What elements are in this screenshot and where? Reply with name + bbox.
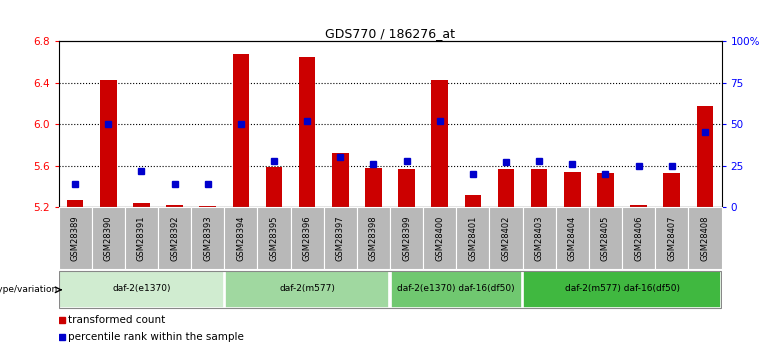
Bar [158, 207, 191, 269]
Text: GSM28389: GSM28389 [70, 215, 80, 261]
Bar [58, 207, 92, 269]
Text: percentile rank within the sample: percentile rank within the sample [69, 333, 244, 342]
Bar [59, 271, 224, 308]
Text: GSM28390: GSM28390 [104, 215, 113, 261]
Text: GSM28402: GSM28402 [502, 215, 511, 261]
Bar [100, 80, 116, 207]
Bar [597, 173, 614, 207]
Bar [555, 207, 589, 269]
Bar [125, 207, 158, 269]
Bar [391, 271, 522, 308]
Text: daf-2(e1370) daf-16(df50): daf-2(e1370) daf-16(df50) [398, 285, 515, 294]
Bar [390, 207, 423, 269]
Bar [498, 169, 514, 207]
Bar [664, 173, 680, 207]
Bar [133, 203, 150, 207]
Bar [523, 271, 721, 308]
Bar [67, 200, 83, 207]
Bar [630, 205, 647, 207]
Text: daf-2(e1370): daf-2(e1370) [112, 285, 171, 294]
Bar [266, 167, 282, 207]
Text: GSM28393: GSM28393 [203, 215, 212, 261]
Bar [431, 80, 448, 207]
Bar [257, 207, 290, 269]
Bar [324, 207, 356, 269]
Text: GSM28392: GSM28392 [170, 215, 179, 261]
Text: GSM28397: GSM28397 [335, 215, 345, 261]
Title: GDS770 / 186276_at: GDS770 / 186276_at [325, 27, 455, 40]
Text: daf-2(m577): daf-2(m577) [279, 285, 335, 294]
Text: GSM28395: GSM28395 [269, 215, 278, 261]
Text: GSM28406: GSM28406 [634, 215, 644, 261]
Text: GSM28400: GSM28400 [435, 215, 445, 261]
Bar [531, 169, 548, 207]
Bar [399, 169, 415, 207]
Text: GSM28391: GSM28391 [136, 215, 146, 261]
Text: GSM28405: GSM28405 [601, 215, 610, 261]
Bar [191, 207, 225, 269]
Bar [456, 207, 490, 269]
Text: GSM28403: GSM28403 [534, 215, 544, 261]
Bar [523, 207, 555, 269]
Text: GSM28398: GSM28398 [369, 215, 378, 261]
Bar [232, 54, 249, 207]
Text: GSM28396: GSM28396 [303, 215, 312, 261]
Text: GSM28407: GSM28407 [667, 215, 676, 261]
Bar [332, 153, 349, 207]
Text: daf-2(m577) daf-16(df50): daf-2(m577) daf-16(df50) [565, 285, 679, 294]
Bar [589, 207, 622, 269]
Bar [697, 106, 713, 207]
Bar [423, 207, 456, 269]
Bar [299, 57, 315, 207]
Bar [655, 207, 689, 269]
Text: GSM28399: GSM28399 [402, 215, 411, 261]
Text: GSM28401: GSM28401 [468, 215, 477, 261]
Bar [225, 207, 257, 269]
Bar [490, 207, 523, 269]
Bar [92, 207, 125, 269]
Text: genotype/variation: genotype/variation [0, 285, 58, 294]
Text: GSM28404: GSM28404 [568, 215, 577, 261]
Bar [689, 207, 722, 269]
Text: transformed count: transformed count [69, 315, 165, 325]
Bar [564, 172, 580, 207]
Bar [200, 206, 216, 207]
Bar [365, 168, 381, 207]
Bar [465, 195, 481, 207]
Bar [356, 207, 390, 269]
Text: GSM28408: GSM28408 [700, 215, 710, 261]
Bar [290, 207, 324, 269]
Bar [166, 205, 183, 207]
Bar [622, 207, 655, 269]
Bar [225, 271, 389, 308]
Text: GSM28394: GSM28394 [236, 215, 246, 261]
